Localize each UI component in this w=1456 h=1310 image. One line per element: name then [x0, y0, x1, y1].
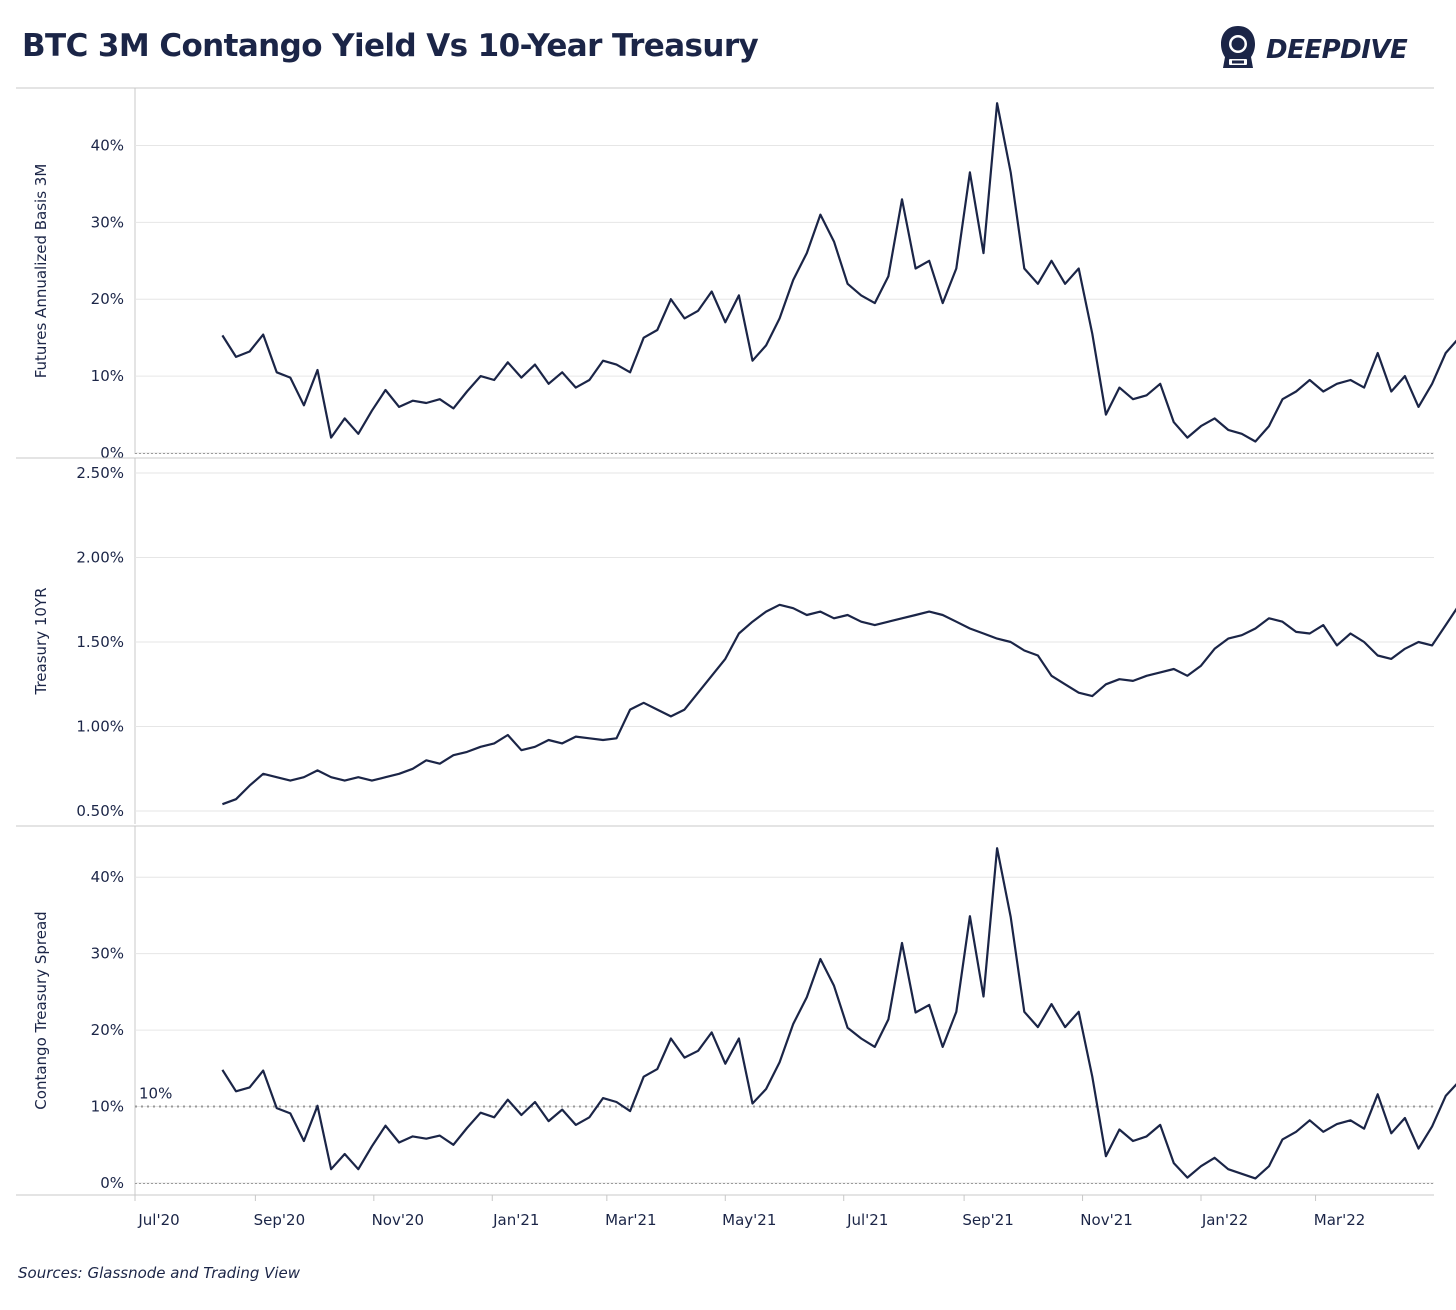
basis-y-tick-label: 20% [91, 290, 124, 308]
spread-reference-label: 10% [139, 1085, 172, 1103]
brand-logo: DEEPDIVE [1218, 22, 1408, 78]
x-tick-label: Jul'21 [846, 1211, 888, 1229]
treasury-y-tick-label: 0.50% [76, 802, 124, 820]
basis-series-line [221, 102, 1456, 443]
x-tick-label: May'21 [722, 1211, 776, 1229]
x-tick-label: Jan'22 [1201, 1211, 1248, 1229]
x-tick-label: Jan'21 [492, 1211, 539, 1229]
treasury-y-tick-label: 1.00% [76, 718, 124, 736]
x-tick-label: Sep'21 [962, 1211, 1013, 1229]
x-tick-label: Nov'21 [1080, 1211, 1133, 1229]
spread-y-tick-label: 20% [91, 1021, 124, 1039]
spread-y-tick-label: 40% [91, 868, 124, 886]
basis-y-tick-label: 40% [91, 136, 124, 154]
x-tick-label: Nov'20 [372, 1211, 425, 1229]
x-tick-label: Sep'20 [254, 1211, 305, 1229]
treasury-y-tick-label: 2.00% [76, 549, 124, 567]
spread-y-tick-label: 10% [91, 1098, 124, 1116]
brand-name: DEEPDIVE [1266, 35, 1408, 65]
x-tick-label: Mar'21 [605, 1211, 657, 1229]
spread-series-line [221, 847, 1456, 1180]
x-tick-label: Mar'22 [1314, 1211, 1366, 1229]
chart-title: BTC 3M Contango Yield Vs 10-Year Treasur… [22, 28, 759, 64]
basis-y-tick-label: 30% [91, 213, 124, 231]
diver-helmet-icon [1221, 26, 1255, 68]
spread-y-tick-label: 30% [91, 945, 124, 963]
treasury-y-tick-label: 1.50% [76, 633, 124, 651]
x-tick-label: Jul'20 [137, 1211, 179, 1229]
treasury-series-line [222, 603, 1456, 806]
spread-y-tick-label: 0% [100, 1174, 124, 1192]
basis-y-axis-title: Futures Annualized Basis 3M [32, 164, 50, 379]
basis-y-tick-label: 0% [100, 444, 124, 462]
sources-note: Sources: Glassnode and Trading View [18, 1264, 301, 1282]
treasury-y-axis-title: Treasury 10YR [32, 587, 50, 695]
treasury-y-tick-label: 2.50% [76, 464, 124, 482]
basis-y-tick-label: 10% [91, 367, 124, 385]
spread-y-axis-title: Contango Treasury Spread [32, 911, 50, 1109]
